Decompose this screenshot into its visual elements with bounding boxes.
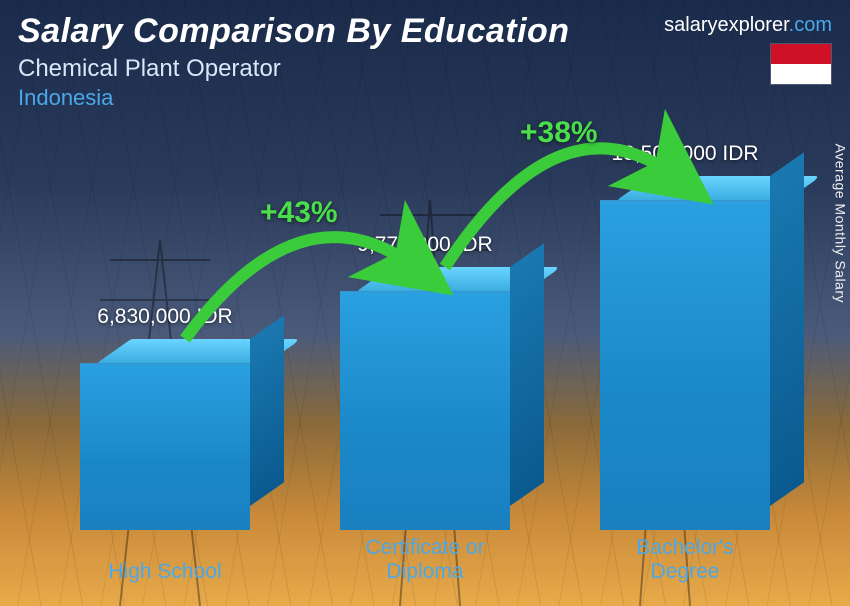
bar-side-face: [510, 243, 544, 506]
jump-percent-label: +38%: [520, 116, 598, 150]
bar-category-label: Bachelor'sDegree: [636, 536, 733, 586]
brand-block: salaryexplorer.com: [664, 14, 832, 85]
brand-name: salaryexplorer: [664, 14, 789, 36]
bar-side-face: [250, 315, 284, 506]
bar-front-face: [80, 363, 250, 530]
bar: [600, 200, 770, 530]
jump-percent-label: +43%: [260, 196, 338, 230]
bar-value-label: 9,770,000 IDR: [357, 233, 492, 257]
bar: [340, 291, 510, 530]
brand-text: salaryexplorer.com: [664, 14, 832, 37]
bar-category-label: Certificate orDiploma: [365, 536, 484, 586]
bar-value-label: 6,830,000 IDR: [97, 305, 232, 329]
y-axis-label: Average Monthly Salary: [832, 144, 848, 303]
bar-category-label: High School: [108, 560, 221, 586]
bar-side-face: [770, 152, 804, 506]
bar-value-label: 13,500,000 IDR: [611, 142, 758, 166]
bar-chart: 6,830,000 IDR High School 9,770,000 IDR …: [40, 106, 780, 586]
flag-icon: [770, 43, 832, 85]
bar-front-face: [600, 200, 770, 530]
brand-suffix: .com: [789, 14, 832, 36]
bar: [80, 363, 250, 530]
bar-front-face: [340, 291, 510, 530]
